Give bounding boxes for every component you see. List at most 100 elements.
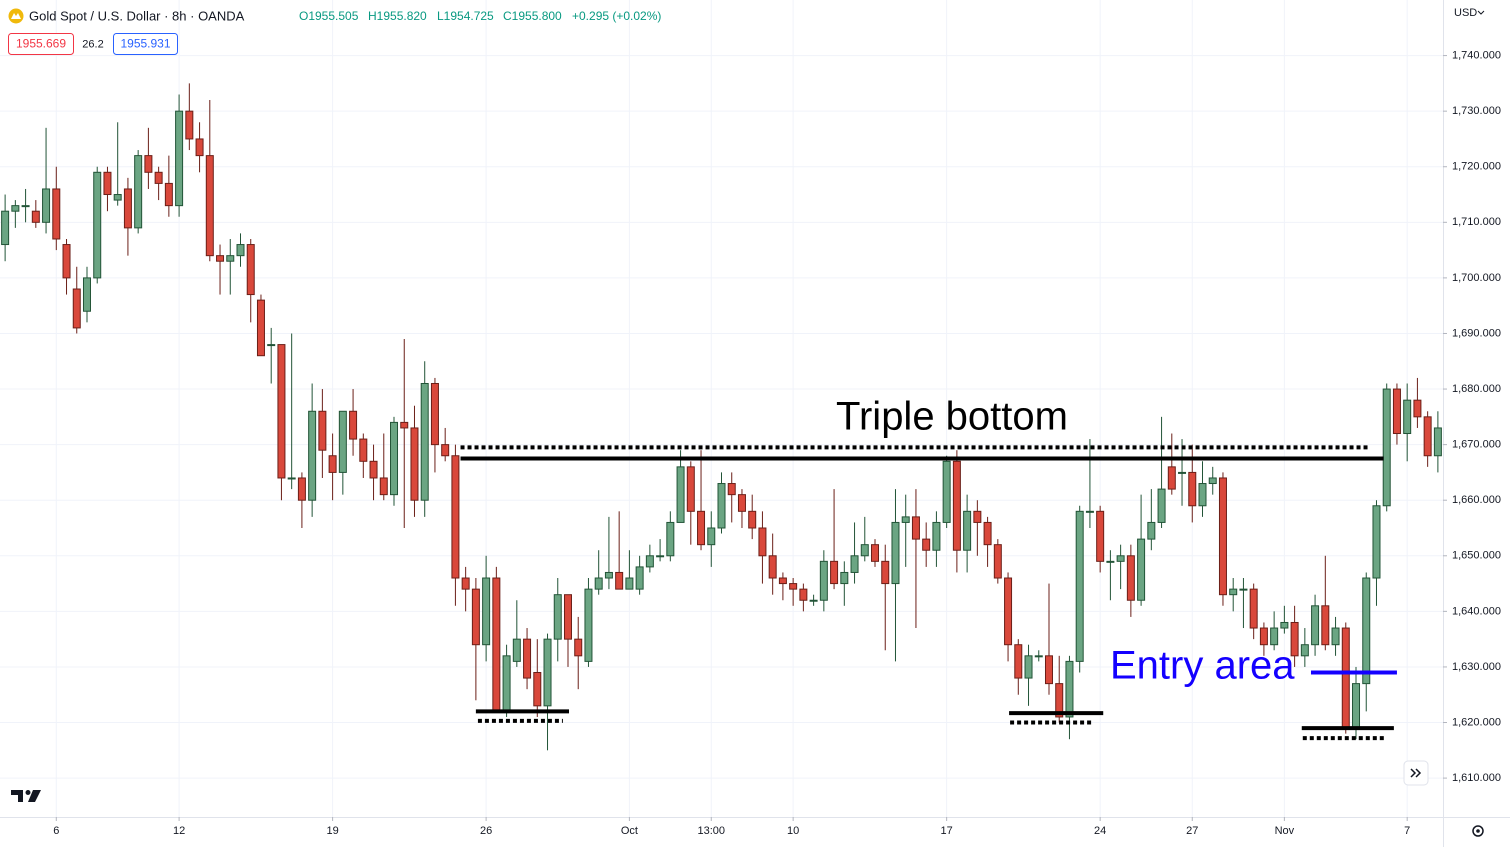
- settings-icon[interactable]: [1472, 825, 1484, 837]
- candle-body: [922, 538, 931, 551]
- candle-body: [1413, 399, 1422, 418]
- candle-body: [1116, 555, 1125, 562]
- y-tick-label: 1,710.000: [1452, 216, 1501, 228]
- candle-body: [1352, 683, 1361, 729]
- candle-body: [195, 138, 204, 157]
- candle-body: [768, 555, 777, 579]
- candle-body: [584, 588, 593, 662]
- candle-body: [911, 516, 920, 540]
- candle-body: [963, 510, 972, 551]
- x-tick-label: 13:00: [698, 825, 726, 837]
- candle-body: [871, 544, 880, 562]
- candle-body: [164, 182, 173, 207]
- candle-body: [62, 244, 71, 279]
- candle-body: [625, 577, 634, 590]
- x-tick-label: 7: [1404, 825, 1410, 837]
- candle-body: [1382, 388, 1391, 507]
- candle-body: [778, 577, 787, 585]
- candle-body: [441, 444, 450, 457]
- candle-body: [1188, 471, 1197, 507]
- currency[interactable]: USD: [1454, 7, 1477, 19]
- candle-body: [277, 344, 286, 479]
- candle-body: [850, 555, 859, 573]
- candle-body: [860, 544, 869, 557]
- candle-body: [123, 188, 132, 229]
- x-tick-label: 24: [1094, 825, 1106, 837]
- ohlc-value: H1955.820: [368, 9, 427, 23]
- y-tick-label: 1,640.000: [1452, 605, 1501, 617]
- axes: 1,610.000 1,620.000 1,630.000 1,640.000 1,65…: [53, 49, 1501, 836]
- candle-body: [1, 210, 10, 246]
- y-tick-label: 1,610.000: [1452, 772, 1501, 784]
- ohlc-value: O1955.505: [299, 9, 359, 23]
- candle-body: [656, 555, 665, 558]
- candle-body: [185, 110, 194, 140]
- candle-body: [830, 560, 839, 585]
- y-tick-label: 1,700.000: [1452, 272, 1501, 284]
- candle-body: [1280, 621, 1289, 629]
- y-tick-label: 1,730.000: [1452, 105, 1501, 117]
- y-tick-label: 1,650.000: [1452, 550, 1501, 562]
- candle-body: [379, 477, 388, 496]
- x-tick-label: 19: [326, 825, 338, 837]
- candle-body: [113, 194, 122, 201]
- candle-body: [1085, 510, 1094, 513]
- candle-body: [993, 544, 1002, 579]
- candle-body: [400, 421, 409, 429]
- spread: 26.2: [82, 38, 103, 50]
- candle-body: [359, 438, 368, 462]
- buy-box[interactable]: [113, 33, 178, 55]
- candle-body: [1218, 477, 1227, 596]
- candle-body: [666, 521, 675, 557]
- candle-body: [1004, 577, 1013, 646]
- candle-body: [1137, 538, 1146, 601]
- annotation: Entry area: [1110, 644, 1295, 688]
- candle-body: [256, 299, 265, 357]
- candle-body: [1331, 627, 1340, 646]
- candle-body: [216, 255, 225, 262]
- tv-logo[interactable]: [11, 790, 41, 802]
- y-tick-label: 1,720.000: [1452, 161, 1501, 173]
- candle-body: [1198, 483, 1207, 507]
- candle-body: [482, 577, 491, 646]
- candle-body: [563, 594, 572, 640]
- candle-body: [1311, 605, 1320, 646]
- candle-body: [727, 483, 736, 496]
- x-tick-label: 10: [787, 825, 799, 837]
- candle-body: [492, 577, 501, 712]
- candle-body: [1167, 466, 1176, 490]
- candle-body: [1065, 660, 1074, 718]
- candle-body: [1157, 488, 1166, 523]
- candle-body: [1341, 627, 1350, 729]
- candle-body: [748, 510, 757, 529]
- candle-body: [11, 205, 20, 212]
- candle-body: [707, 527, 716, 546]
- buy-price[interactable]: 1955.931: [120, 37, 170, 51]
- candle-body: [1024, 655, 1033, 679]
- candle-body: [42, 188, 51, 223]
- candle-body: [1249, 588, 1258, 629]
- candle-body: [1034, 655, 1043, 658]
- symbol-icon-glyph: [11, 13, 21, 19]
- candle-body: [297, 477, 306, 501]
- candle-body: [758, 527, 767, 557]
- candle-body: [134, 155, 143, 229]
- logo-part: [25, 790, 31, 795]
- candle-body: [1433, 427, 1442, 457]
- y-tick-label: 1,620.000: [1452, 716, 1501, 728]
- candle-body: [1259, 627, 1268, 646]
- candle-body: [502, 655, 511, 712]
- sell-price[interactable]: 1955.669: [16, 37, 66, 51]
- sell-box[interactable]: [8, 33, 74, 55]
- candle-body: [72, 288, 81, 329]
- candle-body: [390, 421, 399, 496]
- candle-body: [523, 638, 532, 679]
- candle-body: [891, 521, 900, 585]
- candle-body: [287, 477, 296, 480]
- candle-body: [31, 210, 40, 223]
- candle-body: [973, 510, 982, 523]
- candle-body: [819, 560, 828, 601]
- y-tick-label: 1,690.000: [1452, 327, 1501, 339]
- symbol-title[interactable]: Gold Spot / U.S. Dollar · 8h · OANDA: [29, 8, 245, 23]
